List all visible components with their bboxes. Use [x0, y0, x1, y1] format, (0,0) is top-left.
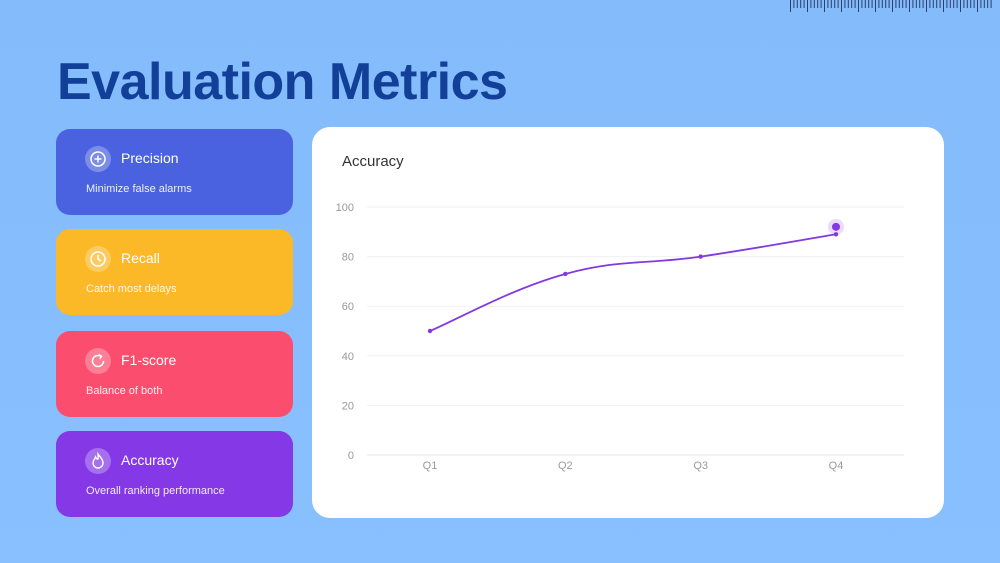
barcode-bar — [854, 0, 856, 8]
barcode-bar — [871, 0, 873, 8]
barcode-bar — [987, 0, 989, 8]
barcode-bar — [970, 0, 972, 8]
barcode-bar — [875, 0, 876, 12]
barcode-bar — [858, 0, 859, 12]
y-tick-label: 80 — [342, 252, 354, 264]
barcode-bar — [980, 0, 982, 8]
metric-card-recall: Recall Catch most delays — [56, 229, 293, 315]
barcode-bar — [953, 0, 955, 8]
data-point — [563, 271, 568, 277]
barcode-bar — [888, 0, 890, 8]
barcode-bar — [892, 0, 893, 12]
barcode-bar — [885, 0, 887, 8]
y-tick-label: 0 — [348, 450, 354, 462]
y-tick-label: 100 — [336, 202, 354, 214]
data-point — [427, 328, 433, 334]
barcode-bar — [960, 0, 961, 12]
barcode-bar — [963, 0, 965, 8]
barcode-bar — [793, 0, 795, 8]
barcode-bar — [827, 0, 829, 8]
highlight-point[interactable] — [832, 222, 840, 231]
barcode-bar — [810, 0, 812, 8]
barcode-bar — [905, 0, 907, 8]
barcode-bar — [820, 0, 822, 8]
barcode-bar — [939, 0, 941, 8]
plus-circle-icon — [85, 146, 111, 172]
barcode-bar — [966, 0, 968, 8]
metric-card-desc: Catch most delays — [86, 283, 177, 295]
barcode-bar — [864, 0, 866, 8]
barcode-bar — [898, 0, 900, 8]
barcode-bar — [977, 0, 978, 12]
barcode-bar — [973, 0, 975, 8]
x-tick-label: Q4 — [829, 460, 844, 472]
barcode-bar — [851, 0, 853, 8]
barcode-bar — [817, 0, 819, 8]
barcode-bar — [922, 0, 924, 8]
metric-card-accuracy: Accuracy Overall ranking performance — [56, 431, 293, 517]
metric-card-desc: Balance of both — [86, 385, 163, 397]
barcode-bar — [834, 0, 836, 8]
x-tick-label: Q1 — [423, 460, 438, 472]
barcode-bar — [824, 0, 825, 12]
clock-icon — [85, 246, 111, 272]
metric-card-desc: Overall ranking performance — [86, 485, 225, 497]
barcode-bar — [878, 0, 880, 8]
barcode-bar — [796, 0, 798, 8]
y-tick-label: 20 — [342, 400, 354, 412]
metric-card-label: Recall — [121, 250, 160, 266]
barcode-bar — [868, 0, 870, 8]
y-tick-label: 60 — [342, 301, 354, 313]
data-point — [833, 232, 839, 237]
barcode-bar — [929, 0, 931, 8]
barcode-bar — [803, 0, 805, 8]
barcode-decoration — [790, 0, 992, 12]
barcode-bar — [895, 0, 897, 8]
barcode-bar — [990, 0, 992, 8]
metric-card-label: Precision — [121, 150, 179, 166]
barcode-bar — [909, 0, 910, 12]
barcode-bar — [915, 0, 917, 8]
barcode-bar — [956, 0, 958, 8]
barcode-bar — [936, 0, 938, 8]
barcode-bar — [813, 0, 815, 8]
flame-icon — [85, 448, 111, 474]
y-tick-label: 40 — [342, 351, 354, 363]
x-tick-label: Q2 — [558, 460, 573, 472]
metric-card-f1-score: F1-score Balance of both — [56, 331, 293, 417]
barcode-bar — [881, 0, 883, 8]
metric-card-desc: Minimize false alarms — [86, 183, 192, 195]
metric-card-label: Accuracy — [121, 452, 179, 468]
barcode-bar — [912, 0, 914, 8]
accuracy-chart-card: Accuracy 0 20 40 60 80 100 Q1 Q2 Q3 Q4 — [312, 127, 944, 518]
metric-card-precision: Precision Minimize false alarms — [56, 129, 293, 215]
barcode-bar — [926, 0, 927, 12]
barcode-bar — [847, 0, 849, 8]
chart-title: Accuracy — [342, 153, 404, 170]
barcode-bar — [861, 0, 863, 8]
barcode-bar — [800, 0, 802, 8]
page-title: Evaluation Metrics — [57, 53, 508, 111]
barcode-bar — [949, 0, 951, 8]
series-line — [429, 233, 837, 332]
barcode-bar — [807, 0, 808, 12]
x-tick-label: Q3 — [693, 460, 708, 472]
accuracy-line-chart: 0 20 40 60 80 100 Q1 Q2 Q3 Q4 — [336, 202, 904, 472]
barcode-bar — [844, 0, 846, 8]
barcode-bar — [919, 0, 921, 8]
barcode-bar — [983, 0, 985, 8]
refresh-icon — [85, 348, 111, 374]
barcode-bar — [790, 0, 791, 12]
barcode-bar — [837, 0, 839, 8]
barcode-bar — [841, 0, 842, 12]
barcode-bar — [932, 0, 934, 8]
barcode-bar — [830, 0, 832, 8]
barcode-bar — [943, 0, 944, 12]
barcode-bar — [946, 0, 948, 8]
data-point — [698, 254, 703, 259]
barcode-bar — [902, 0, 904, 8]
metric-card-label: F1-score — [121, 352, 177, 368]
